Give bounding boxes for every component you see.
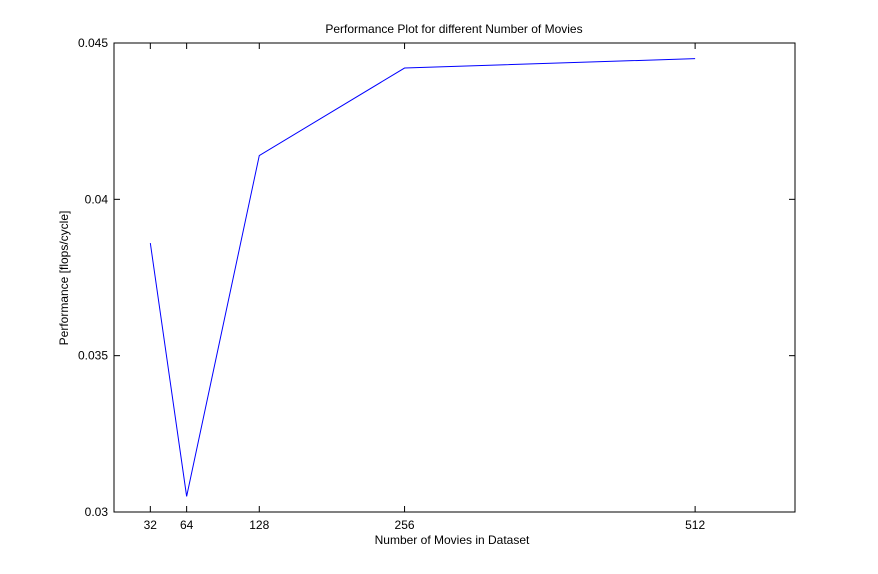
x-tick-label: 128 (249, 518, 269, 532)
series-layer (149, 58, 696, 497)
chart-title: Performance Plot for different Number of… (325, 22, 582, 36)
y-tick-label: 0.045 (78, 36, 108, 50)
y-tick-label: 0.03 (85, 505, 109, 519)
x-tick-label: 64 (180, 518, 194, 532)
x-tick-label: 32 (144, 518, 158, 532)
x-tick-label: 256 (395, 518, 415, 532)
y-tick-label: 0.035 (78, 349, 108, 363)
y-axis: 0.03 0.035 0.04 0.045 (78, 36, 795, 519)
x-tick-label: 512 (685, 518, 705, 532)
plot-area (114, 43, 795, 512)
x-axis-label: Number of Movies in Dataset (375, 533, 530, 547)
axes-box (113, 42, 796, 513)
x-axis: 32 64 128 256 512 (144, 43, 705, 532)
series-line-0 (149, 58, 696, 497)
y-axis-label: Performance [flops/cycle] (57, 211, 71, 346)
y-tick-label: 0.04 (85, 192, 109, 206)
